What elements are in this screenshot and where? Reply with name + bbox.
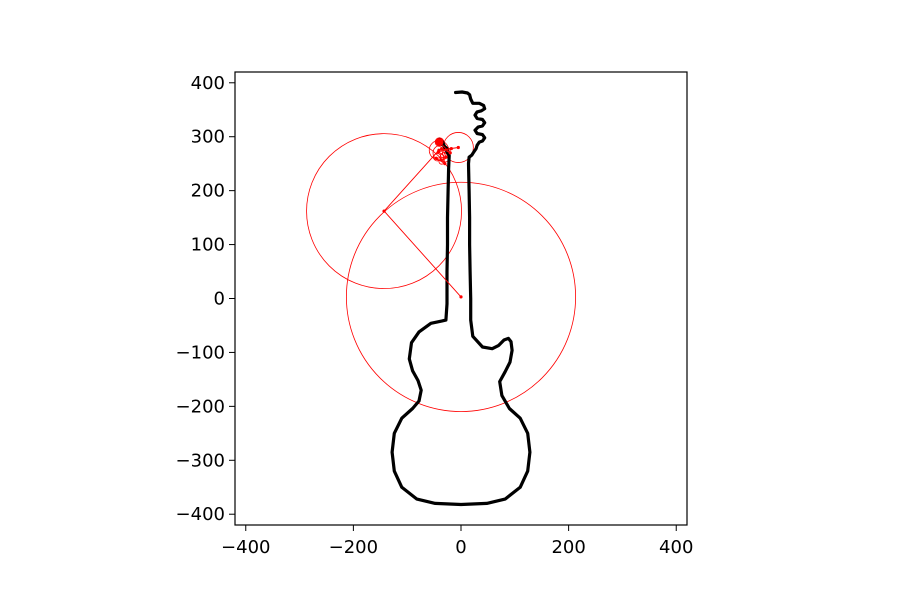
epicycle-joint-7 [434,156,438,160]
plot-area [306,90,577,507]
epicycle-joint-4 [449,146,453,151]
y-tick-label: 300 [191,127,225,148]
guitar-outline-line [390,90,532,507]
y-tick-label: 100 [191,235,225,256]
y-axis: −400 −300 −200 −100 0 100 200 300 400 [176,73,235,525]
x-tick-label: 0 [455,537,466,558]
epicycle-joint-0 [459,295,463,299]
x-axis: −400 −200 0 200 400 [221,525,693,558]
y-tick-label: −100 [176,342,225,363]
epicycle-joint-3 [456,145,460,150]
epicycle-joint-1 [382,209,386,213]
y-tick-label: −200 [176,396,225,417]
epicycle-joint-5 [436,150,440,154]
x-tick-label: 200 [551,537,585,558]
x-tick-label: −200 [329,537,378,558]
x-tick-label: −400 [221,537,270,558]
epicycle-joint-11 [435,138,444,147]
epicycle-circle-6 [433,153,442,162]
epicycle-circle-1 [306,133,462,290]
epicycle-joint-9 [440,146,444,151]
y-tick-label: 200 [191,181,225,202]
plot-marks [306,90,577,507]
epicycle-joint-10 [448,151,452,155]
y-tick-label: 0 [214,289,225,310]
y-tick-label: −400 [176,504,225,525]
x-tick-label: 400 [659,537,693,558]
epicycle-joint-6 [444,155,448,159]
epicycle-circle-0 [345,181,577,412]
y-tick-label: −300 [176,450,225,471]
epicycle-joint-8 [443,162,447,166]
y-tick-label: 400 [191,73,225,94]
